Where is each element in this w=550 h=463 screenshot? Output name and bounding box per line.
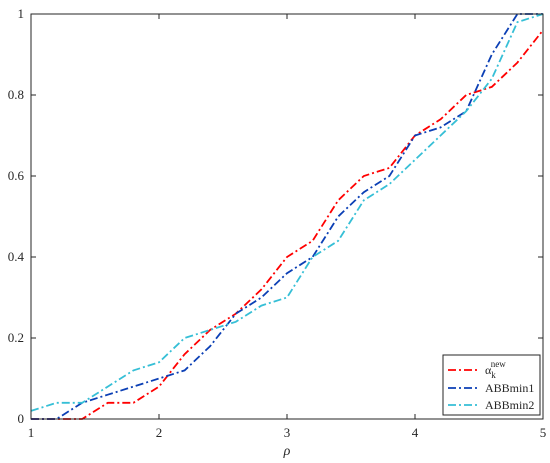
y-tick-label: 0.4	[8, 249, 25, 264]
x-tick-label: 3	[284, 425, 291, 440]
series-line-1	[31, 29, 544, 420]
y-tick-label: 1	[18, 6, 25, 21]
y-tick-label: 0	[18, 411, 25, 426]
legend-label-subscript: k	[491, 370, 496, 380]
y-tick-label: 0.2	[8, 330, 24, 345]
x-tick-label: 5	[540, 425, 547, 440]
legend-label-2: ABBmin1	[485, 381, 534, 395]
x-tick-label: 2	[156, 425, 163, 440]
x-tick-label: 1	[28, 425, 35, 440]
legend-label-superscript: new	[491, 359, 506, 369]
x-tick-label: 4	[412, 425, 419, 440]
y-tick-label: 0.6	[8, 168, 25, 183]
series-line-2	[31, 13, 543, 420]
ticks-layer: 1 2 3 4 5 0 0.2 0.4 0.6 0.8 1	[8, 6, 547, 440]
y-tick-label: 0.8	[8, 87, 24, 102]
series-line-3	[30, 13, 544, 412]
legend-label-3: ABBmin2	[485, 398, 534, 412]
series-layer	[30, 13, 544, 420]
x-axis-label: ρ	[283, 444, 291, 459]
